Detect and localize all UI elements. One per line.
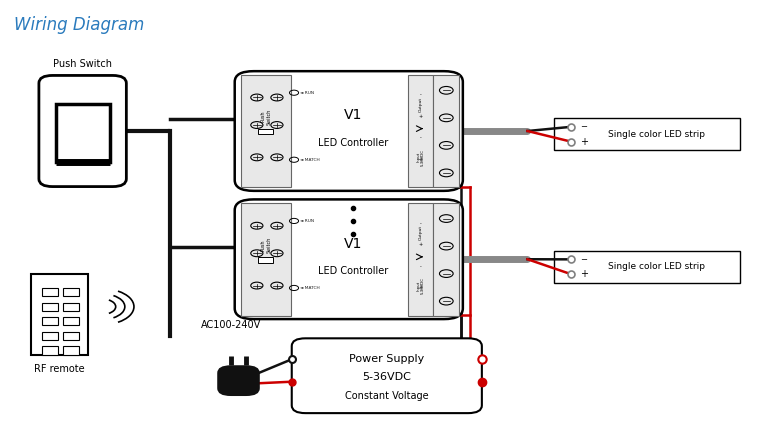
Text: +: +: [418, 114, 423, 119]
Bar: [258, 257, 273, 263]
Bar: [554, 118, 741, 150]
Text: LED Controller: LED Controller: [318, 266, 388, 276]
Text: AC100-240V: AC100-240V: [201, 320, 261, 330]
Text: Constant Voltage: Constant Voltage: [345, 391, 429, 401]
Text: Wiring Diagram: Wiring Diagram: [15, 16, 145, 34]
Text: V1: V1: [344, 108, 362, 123]
Bar: [408, 203, 434, 316]
Text: Push
Switch: Push Switch: [260, 109, 271, 125]
Text: ◄ MATCH: ◄ MATCH: [300, 158, 320, 162]
Bar: [41, 332, 57, 340]
Text: Output: Output: [419, 97, 423, 112]
Bar: [64, 303, 79, 311]
Bar: [31, 274, 88, 355]
Bar: [64, 317, 79, 325]
Text: Output: Output: [419, 225, 423, 240]
Text: Single color LED strip: Single color LED strip: [608, 262, 705, 271]
Text: +: +: [580, 136, 588, 147]
Text: Single color LED strip: Single color LED strip: [608, 130, 705, 139]
Bar: [554, 251, 741, 283]
Text: +: +: [418, 242, 423, 247]
Text: ◄ RUN: ◄ RUN: [300, 90, 314, 95]
Bar: [241, 74, 291, 187]
Text: Input
5-36VDC: Input 5-36VDC: [417, 149, 425, 166]
Bar: [41, 288, 57, 296]
FancyBboxPatch shape: [218, 365, 260, 396]
Text: Push
Switch: Push Switch: [260, 237, 271, 253]
Text: Input
5-36VDC: Input 5-36VDC: [417, 277, 425, 294]
Bar: [41, 317, 57, 325]
Text: Push Switch: Push Switch: [53, 59, 112, 69]
Bar: [64, 332, 79, 340]
FancyBboxPatch shape: [39, 75, 126, 187]
Text: -: -: [420, 136, 421, 141]
Bar: [434, 74, 460, 187]
Text: -: -: [420, 221, 421, 226]
Text: RF remote: RF remote: [34, 364, 85, 374]
Text: Power Supply: Power Supply: [349, 353, 424, 364]
Bar: [434, 203, 460, 316]
FancyBboxPatch shape: [234, 71, 463, 191]
FancyBboxPatch shape: [292, 338, 482, 413]
Bar: [55, 104, 110, 162]
Bar: [241, 203, 291, 316]
Text: 5-36VDC: 5-36VDC: [362, 372, 411, 382]
Bar: [258, 129, 273, 134]
Text: ◄ RUN: ◄ RUN: [300, 219, 314, 223]
Text: ◄ MATCH: ◄ MATCH: [300, 286, 320, 290]
Text: −: −: [580, 123, 587, 131]
Text: +: +: [418, 285, 423, 291]
Text: V1: V1: [344, 237, 362, 251]
Bar: [41, 346, 57, 355]
Text: -: -: [420, 93, 421, 97]
FancyBboxPatch shape: [234, 200, 463, 319]
Bar: [41, 303, 57, 311]
Text: +: +: [580, 269, 588, 279]
Bar: [408, 74, 434, 187]
Text: LED Controller: LED Controller: [318, 138, 388, 148]
Bar: [64, 346, 79, 355]
Text: -: -: [420, 264, 421, 269]
Text: +: +: [418, 157, 423, 162]
Bar: [64, 288, 79, 296]
Text: −: −: [580, 255, 587, 264]
